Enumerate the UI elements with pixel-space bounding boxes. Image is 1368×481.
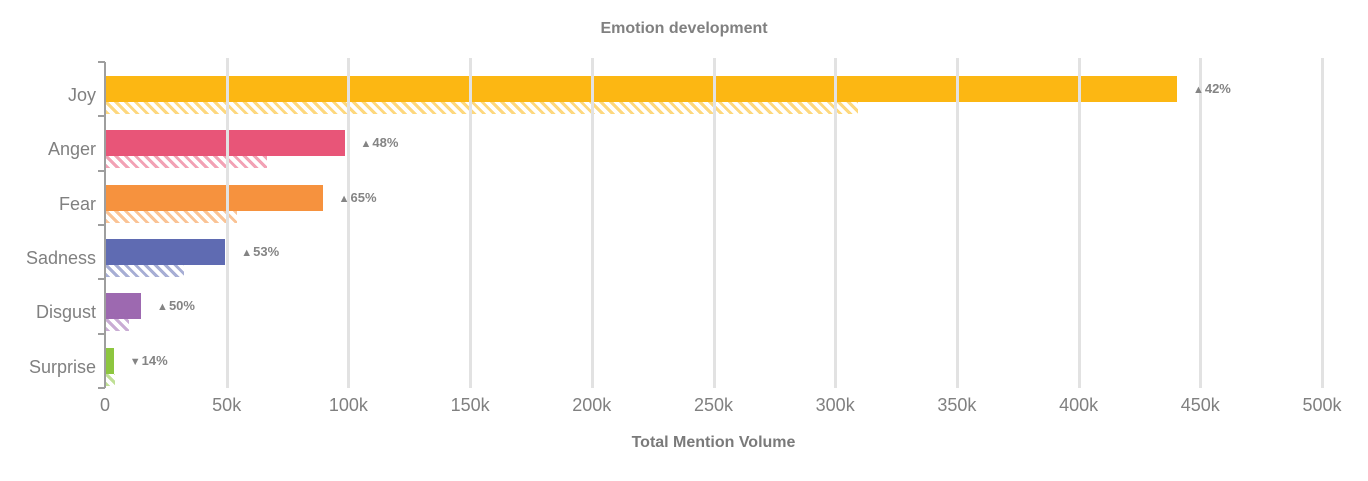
bar-previous-anger[interactable] [106, 156, 267, 169]
category-label-anger: Anger [47, 139, 96, 160]
x-tick-label-250k: 250k [693, 395, 734, 415]
bar-current-anger[interactable] [106, 130, 345, 157]
arrow-up-icon: ▲ [1192, 84, 1205, 96]
y-axis-tick [98, 387, 105, 389]
x-tick-label-300k: 300k [815, 395, 855, 415]
change-value: 14% [141, 352, 168, 368]
change-annotation-sadness: ▲53% [241, 245, 279, 260]
x-tick-label-500k: 500k [1302, 395, 1342, 415]
y-axis-tick [98, 115, 105, 118]
bar-previous-sadness[interactable] [106, 265, 184, 277]
arrow-up-icon: ▲ [338, 192, 351, 205]
x-tick-label-50k: 50k [212, 395, 242, 415]
change-annotation-fear: ▲65% [338, 189, 377, 206]
gridline-500k [1321, 58, 1324, 388]
x-tick-label-150k: 150k [450, 395, 490, 415]
x-tick-label-100k: 100k [328, 395, 368, 415]
change-value: 65% [350, 189, 377, 205]
arrow-up-icon: ▲ [360, 138, 373, 151]
bar-current-sadness[interactable] [106, 239, 226, 265]
gridline-200k [590, 58, 594, 388]
category-label-fear: Fear [58, 193, 96, 214]
arrow-up-icon: ▲ [241, 247, 254, 259]
y-axis-tick [98, 332, 105, 335]
change-annotation-surprise: ▼14% [129, 352, 168, 369]
gridline-250k [712, 58, 716, 388]
chart-title: Emotion development [600, 20, 768, 37]
change-value: 42% [1204, 81, 1231, 96]
x-tick-label-200k: 200k [572, 395, 612, 415]
y-axis-tick [98, 224, 105, 226]
gridline-50k [225, 58, 229, 388]
x-tick-label-450k: 450k [1180, 395, 1220, 415]
bar-current-surprise[interactable] [106, 347, 114, 374]
change-annotation-joy: ▲42% [1193, 82, 1231, 97]
gridline-350k [955, 58, 959, 388]
change-value: 48% [372, 135, 399, 151]
change-value: 53% [253, 244, 280, 259]
change-annotation-anger: ▲48% [361, 136, 399, 151]
x-tick-label-350k: 350k [937, 395, 977, 415]
bar-previous-joy[interactable] [106, 102, 859, 114]
x-axis-title: Total Mention Volume [631, 434, 796, 451]
bar-current-joy[interactable] [106, 76, 1177, 102]
arrow-down-icon: ▼ [129, 355, 142, 368]
category-label-joy: Joy [67, 85, 96, 105]
bar-current-fear[interactable] [106, 184, 323, 211]
y-axis-tick [98, 61, 105, 63]
bar-current-disgust[interactable] [106, 293, 142, 320]
bar-previous-disgust[interactable] [106, 319, 130, 332]
category-label-surprise: Surprise [28, 356, 96, 377]
arrow-up-icon: ▲ [157, 301, 169, 314]
x-tick-label-0: 0 [99, 395, 110, 415]
y-axis-tick [98, 278, 105, 281]
y-axis-tick [98, 169, 105, 172]
y-axis-line [104, 62, 106, 388]
gridline-300k [834, 58, 838, 388]
gridline-400k [1077, 58, 1081, 388]
category-label-disgust: Disgust [35, 302, 96, 323]
gridline-150k [469, 58, 473, 388]
gridline-450k [1199, 58, 1203, 388]
change-value: 50% [168, 298, 195, 314]
change-annotation-disgust: ▲50% [157, 299, 195, 314]
bar-previous-fear[interactable] [106, 210, 238, 223]
category-label-sadness: Sadness [25, 248, 96, 268]
gridline-100k [347, 58, 351, 388]
bar-previous-surprise[interactable] [106, 373, 115, 386]
x-tick-label-400k: 400k [1059, 395, 1099, 415]
